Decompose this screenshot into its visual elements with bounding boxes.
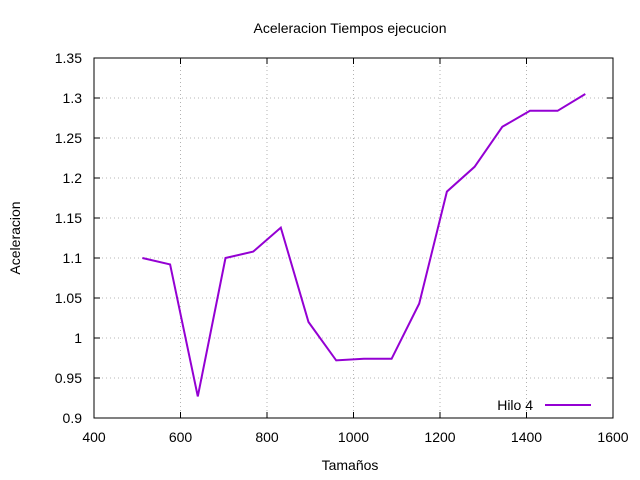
x-axis-label: Tamaños: [322, 457, 379, 473]
x-tick-label: 800: [255, 429, 279, 445]
y-tick-label: 0.95: [55, 370, 82, 386]
y-tick-label: 1.1: [63, 250, 83, 266]
series-line: [142, 93, 586, 397]
x-tick-label: 600: [169, 429, 193, 445]
legend: Hilo 4: [497, 397, 591, 413]
grid-lines: [94, 58, 613, 418]
x-tick-label: 1600: [597, 429, 628, 445]
x-tick-label: 1200: [424, 429, 455, 445]
axis-tick-labels: 400 600 800 1000 1200 1400 1600 0.9 0.95 1 1.05 1.1…: [55, 50, 629, 445]
series-lines: [142, 93, 586, 397]
y-tick-label: 1.05: [55, 290, 82, 306]
y-tick-label: 0.9: [63, 410, 83, 426]
y-tick-label: 1.2: [63, 170, 83, 186]
chart-title: Aceleracion Tiempos ejecucion: [254, 20, 447, 36]
y-tick-label: 1.35: [55, 50, 82, 66]
x-tick-label: 1400: [511, 429, 542, 445]
y-axis-label: Aceleracion: [7, 201, 23, 274]
y-tick-label: 1: [74, 330, 82, 346]
axis-ticks: [93, 57, 614, 419]
y-tick-label: 1.15: [55, 210, 82, 226]
y-tick-label: 1.3: [63, 90, 83, 106]
legend-label: Hilo 4: [497, 397, 533, 413]
x-tick-label: 400: [82, 429, 106, 445]
y-tick-label: 1.25: [55, 130, 82, 146]
x-tick-label: 1000: [338, 429, 369, 445]
